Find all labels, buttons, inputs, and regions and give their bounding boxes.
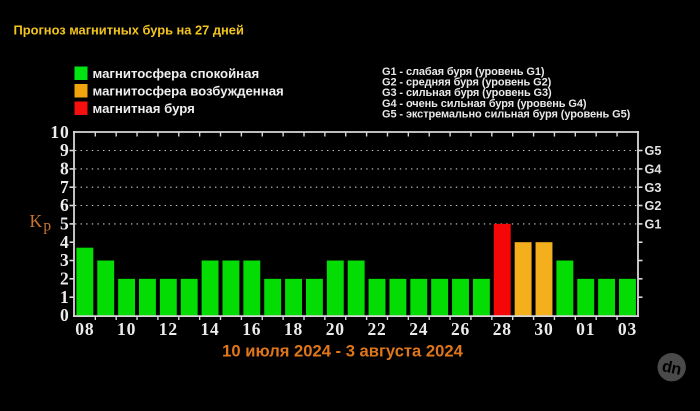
svg-text:30: 30 — [534, 319, 553, 339]
svg-text:10 июля 2024 - 3 августа 2024: 10 июля 2024 - 3 августа 2024 — [222, 342, 463, 361]
svg-text:03: 03 — [618, 319, 637, 339]
svg-text:22: 22 — [367, 319, 386, 339]
svg-text:5: 5 — [60, 214, 70, 234]
svg-text:26: 26 — [451, 319, 470, 339]
svg-text:10: 10 — [50, 122, 69, 142]
svg-text:1: 1 — [60, 287, 70, 307]
svg-text:2: 2 — [60, 268, 70, 288]
svg-text:G4 - очень сильная буря (урове: G4 - очень сильная буря (уровень G4) — [382, 98, 587, 110]
svg-text:7: 7 — [60, 177, 70, 197]
svg-text:магнитосфера спокойная: магнитосфера спокойная — [93, 66, 260, 81]
svg-text:G2 - средняя буря (уровень G2): G2 - средняя буря (уровень G2) — [382, 76, 552, 88]
svg-text:G4: G4 — [645, 163, 662, 177]
svg-text:dn: dn — [660, 357, 682, 379]
svg-text:магнитосфера возбужденная: магнитосфера возбужденная — [93, 83, 284, 98]
svg-text:G1: G1 — [645, 218, 662, 232]
svg-text:3: 3 — [60, 250, 70, 270]
svg-text:G5 - экстремально сильная буря: G5 - экстремально сильная буря (уровень … — [382, 108, 631, 120]
svg-text:G3 - сильная буря (уровень G3): G3 - сильная буря (уровень G3) — [382, 87, 552, 99]
svg-text:G1 - слабая буря (уровень G1): G1 - слабая буря (уровень G1) — [382, 66, 545, 78]
svg-text:4: 4 — [60, 232, 70, 252]
svg-text:магнитная буря: магнитная буря — [93, 101, 195, 116]
svg-text:8: 8 — [60, 159, 70, 179]
svg-text:24: 24 — [409, 319, 428, 339]
svg-text:G5: G5 — [645, 144, 662, 158]
svg-text:08: 08 — [75, 319, 94, 339]
svg-text:9: 9 — [60, 140, 70, 160]
svg-text:01: 01 — [576, 319, 595, 339]
svg-text:18: 18 — [284, 319, 303, 339]
svg-text:28: 28 — [493, 319, 512, 339]
svg-text:Прогноз магнитных бурь на 27 д: Прогноз магнитных бурь на 27 дней — [14, 22, 244, 37]
svg-text:12: 12 — [159, 319, 178, 339]
svg-text:0: 0 — [60, 305, 70, 325]
svg-text:Kp: Kp — [30, 211, 52, 235]
svg-text:6: 6 — [60, 195, 70, 215]
svg-text:G3: G3 — [645, 181, 662, 195]
svg-text:20: 20 — [326, 319, 345, 339]
svg-text:14: 14 — [201, 319, 220, 339]
svg-text:G2: G2 — [645, 199, 662, 213]
svg-text:16: 16 — [242, 319, 261, 339]
svg-text:10: 10 — [117, 319, 136, 339]
